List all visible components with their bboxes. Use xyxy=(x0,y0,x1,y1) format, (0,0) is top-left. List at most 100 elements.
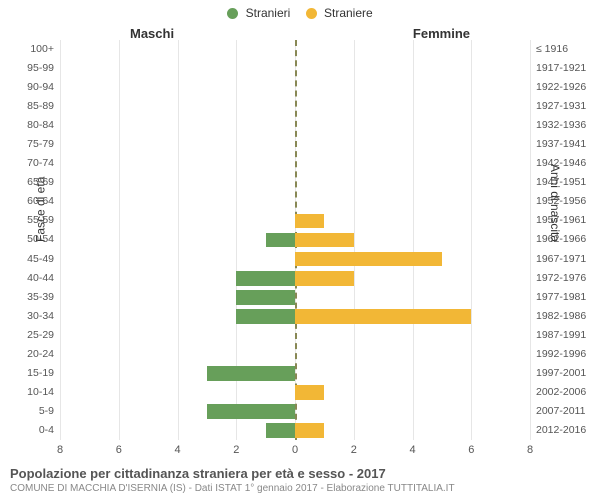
legend: Stranieri Straniere xyxy=(0,6,600,20)
age-label: 60-64 xyxy=(4,192,54,211)
age-row: 5-92007-2011 xyxy=(60,402,530,421)
bar-female xyxy=(295,423,324,438)
age-label: 50-54 xyxy=(4,230,54,249)
age-row: 45-491967-1971 xyxy=(60,250,530,269)
age-label: 10-14 xyxy=(4,383,54,402)
chart-footer: Popolazione per cittadinanza straniera p… xyxy=(10,466,590,494)
age-row: 35-391977-1981 xyxy=(60,288,530,307)
bar-male xyxy=(207,404,295,419)
age-row: 10-142002-2006 xyxy=(60,383,530,402)
age-row: 0-42012-2016 xyxy=(60,421,530,440)
age-row: 95-991917-1921 xyxy=(60,59,530,78)
bar-male xyxy=(236,309,295,324)
age-label: 85-89 xyxy=(4,97,54,116)
birth-year-label: 2007-2011 xyxy=(536,402,596,421)
birth-year-label: 1987-1991 xyxy=(536,326,596,345)
x-tick: 8 xyxy=(527,444,533,456)
age-row: 20-241992-1996 xyxy=(60,345,530,364)
age-label: 45-49 xyxy=(4,250,54,269)
age-row: 50-541962-1966 xyxy=(60,230,530,249)
age-label: 100+ xyxy=(4,40,54,59)
birth-year-label: 1962-1966 xyxy=(536,230,596,249)
bar-female xyxy=(295,252,442,267)
legend-label-male: Stranieri xyxy=(246,6,291,20)
birth-year-label: 2002-2006 xyxy=(536,383,596,402)
legend-item-male: Stranieri xyxy=(227,6,290,20)
grid-line xyxy=(530,40,531,440)
x-tick: 4 xyxy=(174,444,180,456)
footer-title: Popolazione per cittadinanza straniera p… xyxy=(10,466,590,481)
x-tick: 4 xyxy=(409,444,415,456)
x-tick: 2 xyxy=(351,444,357,456)
legend-swatch-female xyxy=(306,8,317,19)
age-label: 25-29 xyxy=(4,326,54,345)
birth-year-label: 1952-1956 xyxy=(536,192,596,211)
age-row: 30-341982-1986 xyxy=(60,307,530,326)
birth-year-label: 1947-1951 xyxy=(536,173,596,192)
legend-item-female: Straniere xyxy=(306,6,373,20)
x-tick: 2 xyxy=(233,444,239,456)
chart-container: Stranieri Straniere Maschi Femmine Fasce… xyxy=(0,0,600,500)
age-row: 60-641952-1956 xyxy=(60,192,530,211)
age-row: 100+≤ 1916 xyxy=(60,40,530,59)
age-label: 70-74 xyxy=(4,154,54,173)
age-label: 5-9 xyxy=(4,402,54,421)
birth-year-label: ≤ 1916 xyxy=(536,40,596,59)
column-header-male: Maschi xyxy=(130,26,174,41)
bar-male xyxy=(236,271,295,286)
birth-year-label: 1937-1941 xyxy=(536,135,596,154)
age-label: 55-59 xyxy=(4,211,54,230)
birth-year-label: 1972-1976 xyxy=(536,269,596,288)
age-label: 95-99 xyxy=(4,59,54,78)
birth-year-label: 1932-1936 xyxy=(536,116,596,135)
birth-year-label: 1982-1986 xyxy=(536,307,596,326)
bar-male xyxy=(207,366,295,381)
age-row: 75-791937-1941 xyxy=(60,135,530,154)
x-tick: 0 xyxy=(292,444,298,456)
bar-male xyxy=(266,233,295,248)
legend-swatch-male xyxy=(227,8,238,19)
age-label: 0-4 xyxy=(4,421,54,440)
age-label: 75-79 xyxy=(4,135,54,154)
age-row: 80-841932-1936 xyxy=(60,116,530,135)
age-row: 70-741942-1946 xyxy=(60,154,530,173)
bar-female xyxy=(295,271,354,286)
age-row: 40-441972-1976 xyxy=(60,269,530,288)
x-tick: 8 xyxy=(57,444,63,456)
birth-year-label: 1942-1946 xyxy=(536,154,596,173)
age-row: 15-191997-2001 xyxy=(60,364,530,383)
age-label: 20-24 xyxy=(4,345,54,364)
birth-year-label: 1927-1931 xyxy=(536,97,596,116)
age-row: 25-291987-1991 xyxy=(60,326,530,345)
birth-year-label: 1967-1971 xyxy=(536,250,596,269)
birth-year-label: 1992-1996 xyxy=(536,345,596,364)
footer-subtitle: COMUNE DI MACCHIA D'ISERNIA (IS) - Dati … xyxy=(10,483,590,494)
age-row: 55-591957-1961 xyxy=(60,211,530,230)
x-tick: 6 xyxy=(468,444,474,456)
age-label: 35-39 xyxy=(4,288,54,307)
birth-year-label: 1997-2001 xyxy=(536,364,596,383)
legend-label-female: Straniere xyxy=(324,6,373,20)
birth-year-label: 1957-1961 xyxy=(536,211,596,230)
bar-male xyxy=(266,423,295,438)
bar-male xyxy=(236,290,295,305)
bar-female xyxy=(295,233,354,248)
birth-year-label: 1917-1921 xyxy=(536,59,596,78)
age-row: 85-891927-1931 xyxy=(60,97,530,116)
age-label: 80-84 xyxy=(4,116,54,135)
birth-year-label: 1977-1981 xyxy=(536,288,596,307)
bar-female xyxy=(295,214,324,229)
age-row: 65-691947-1951 xyxy=(60,173,530,192)
plot-area: 022446688100+≤ 191695-991917-192190-9419… xyxy=(60,40,530,440)
birth-year-label: 2012-2016 xyxy=(536,421,596,440)
age-label: 30-34 xyxy=(4,307,54,326)
bar-female xyxy=(295,309,471,324)
age-row: 90-941922-1926 xyxy=(60,78,530,97)
column-header-female: Femmine xyxy=(413,26,470,41)
age-label: 90-94 xyxy=(4,78,54,97)
birth-year-label: 1922-1926 xyxy=(536,78,596,97)
x-tick: 6 xyxy=(116,444,122,456)
age-label: 40-44 xyxy=(4,269,54,288)
bar-female xyxy=(295,385,324,400)
age-label: 65-69 xyxy=(4,173,54,192)
